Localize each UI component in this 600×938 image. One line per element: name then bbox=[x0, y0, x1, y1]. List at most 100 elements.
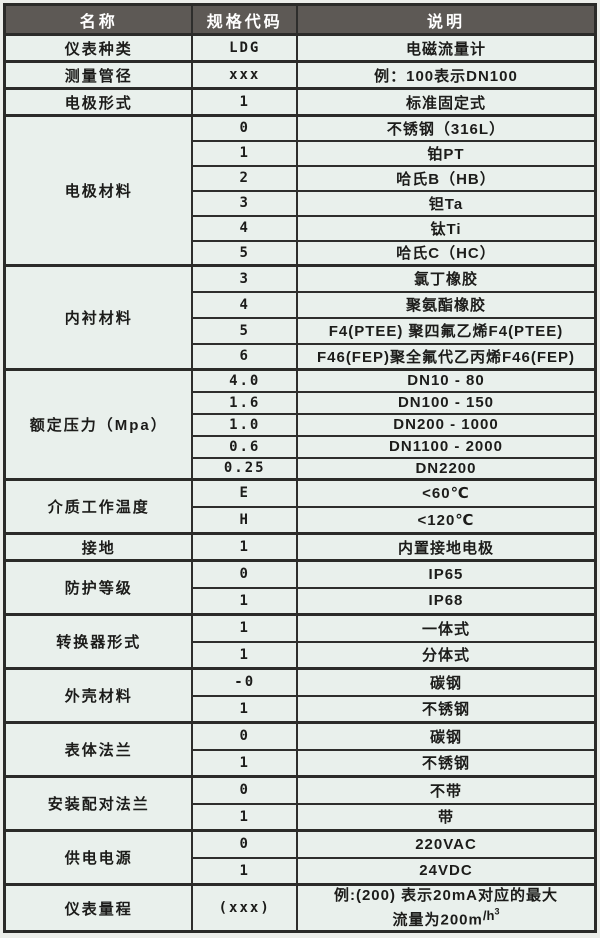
desc-cell: DN100 - 150 bbox=[295, 390, 597, 415]
table-row: 内衬材料 3 氯丁橡胶 bbox=[3, 264, 597, 371]
code-cell: 0 bbox=[191, 775, 298, 805]
header-row: 名称 规格代码 说明 bbox=[3, 3, 597, 36]
code-cell: 1 bbox=[191, 856, 298, 886]
table-row: 测量管径 xxx 例：100表示DN100 bbox=[3, 60, 597, 90]
desc-cell: 铂PT bbox=[295, 139, 597, 167]
table-row: 1.0 DN200 - 1000 bbox=[5, 412, 597, 437]
desc-cell: <60℃ bbox=[295, 478, 597, 508]
table-row: 电极材料 0 不锈钢（316L） bbox=[3, 114, 597, 267]
row-group-name: 介质工作温度 bbox=[3, 478, 194, 535]
desc-cell: 碳钢 bbox=[295, 667, 597, 697]
table-row: 安装配对法兰 0 不带 bbox=[3, 775, 597, 832]
table-row: 0.25 DN2200 bbox=[5, 456, 597, 481]
row-group-name: 接地 bbox=[3, 532, 194, 562]
spec-table: 名称 规格代码 说明 仪表种类 LDG 电磁流量计 测量管径 xxx 例：100… bbox=[3, 3, 597, 934]
table-row: 6 F46(FEP)聚全氟代乙丙烯F46(FEP) bbox=[5, 342, 597, 371]
code-cell: 1 bbox=[191, 87, 298, 117]
code-cell: 3 bbox=[191, 189, 298, 217]
row-group-name: 仪表种类 bbox=[3, 33, 194, 63]
row-group-name: 转换器形式 bbox=[3, 613, 194, 670]
desc-cell: 哈氏B（HB） bbox=[295, 164, 597, 192]
row-group-name: 电极材料 bbox=[3, 114, 194, 267]
code-cell: 1 bbox=[191, 640, 298, 670]
desc-cell: 聚氨酯橡胶 bbox=[295, 290, 597, 319]
code-cell: 1 bbox=[191, 802, 298, 832]
flow-unit: /h3 bbox=[483, 907, 500, 923]
table-row: 4 钛Ti bbox=[5, 214, 597, 242]
table-row: 介质工作温度 E <60℃ bbox=[3, 478, 597, 535]
desc-cell: 一体式 bbox=[295, 613, 597, 643]
desc-cell: 24VDC bbox=[295, 856, 597, 886]
code-cell: 1 bbox=[191, 694, 298, 724]
table-row: 仪表量程 (xxx) 例:(200) 表示20mA对应的最大 流量为200m/h… bbox=[3, 882, 597, 933]
code-cell: 3 bbox=[191, 264, 298, 293]
desc-cell: 标准固定式 bbox=[295, 87, 597, 117]
code-cell: LDG bbox=[191, 33, 298, 63]
range-example-line1: 例:(200) 表示20mA对应的最大 bbox=[333, 887, 558, 904]
code-cell: 5 bbox=[191, 239, 298, 267]
table-row: 0.6 DN1100 - 2000 bbox=[5, 434, 597, 459]
desc-cell: 哈氏C（HC） bbox=[295, 239, 597, 267]
desc-cell: 钽Ta bbox=[295, 189, 597, 217]
table-row: 1 分体式 bbox=[5, 640, 597, 670]
desc-cell: 分体式 bbox=[295, 640, 597, 670]
code-cell: 0 bbox=[191, 721, 298, 751]
table-row: H <120℃ bbox=[5, 505, 597, 535]
table-row: 5 哈氏C（HC） bbox=[5, 239, 597, 267]
row-group-name: 测量管径 bbox=[3, 60, 194, 90]
code-cell: 0 bbox=[191, 829, 298, 859]
table-row: 1 铂PT bbox=[5, 139, 597, 167]
code-cell: 0.6 bbox=[191, 434, 298, 459]
header-code: 规格代码 bbox=[191, 3, 298, 36]
code-cell: H bbox=[191, 505, 298, 535]
table-row: 额定压力（Mpa） 4.0 DN10 - 80 bbox=[3, 368, 597, 481]
table-row: 1 不锈钢 bbox=[5, 694, 597, 724]
table-row: 1 24VDC bbox=[5, 856, 597, 886]
row-group-name: 防护等级 bbox=[3, 559, 194, 616]
table-row: 2 哈氏B（HB） bbox=[5, 164, 597, 192]
row-group-name: 供电电源 bbox=[3, 829, 194, 886]
desc-cell: DN200 - 1000 bbox=[295, 412, 597, 437]
table-row: 供电电源 0 220VAC bbox=[3, 829, 597, 886]
table-row: 接地 1 内置接地电极 bbox=[3, 532, 597, 562]
range-example-line2-text: 流量为200m bbox=[392, 911, 483, 929]
code-cell: 4 bbox=[191, 290, 298, 319]
code-cell: 4 bbox=[191, 214, 298, 242]
desc-cell: DN2200 bbox=[295, 456, 597, 481]
code-cell: xxx bbox=[191, 60, 298, 90]
desc-cell: 220VAC bbox=[295, 829, 597, 859]
code-cell: E bbox=[191, 478, 298, 508]
table-row: 1 不锈钢 bbox=[5, 748, 597, 778]
desc-cell: <120℃ bbox=[295, 505, 597, 535]
table-row: 5 F4(PTEE) 聚四氟乙烯F4(PTEE) bbox=[5, 316, 597, 345]
row-group-name: 安装配对法兰 bbox=[3, 775, 194, 832]
desc-cell: 内置接地电极 bbox=[295, 532, 597, 562]
row-group-name: 电极形式 bbox=[3, 87, 194, 117]
desc-cell: DN1100 - 2000 bbox=[295, 434, 597, 459]
desc-cell: DN10 - 80 bbox=[295, 368, 597, 393]
table-row: 3 钽Ta bbox=[5, 189, 597, 217]
row-group-name: 外壳材料 bbox=[3, 667, 194, 724]
code-cell: 2 bbox=[191, 164, 298, 192]
code-cell: 0 bbox=[191, 114, 298, 142]
desc-cell: 碳钢 bbox=[295, 721, 597, 751]
table-row: 1 IP68 bbox=[5, 586, 597, 616]
table-row: 转换器形式 1 一体式 bbox=[3, 613, 597, 670]
desc-cell: IP65 bbox=[295, 559, 597, 589]
table-row: 表体法兰 0 碳钢 bbox=[3, 721, 597, 778]
code-cell: 4.0 bbox=[191, 368, 298, 393]
table-row: 1 带 bbox=[5, 802, 597, 832]
desc-cell: 不锈钢 bbox=[295, 748, 597, 778]
table-row: 外壳材料 -0 碳钢 bbox=[3, 667, 597, 724]
desc-cell: 氯丁橡胶 bbox=[295, 264, 597, 293]
desc-cell: 电磁流量计 bbox=[295, 33, 597, 63]
code-cell: 6 bbox=[191, 342, 298, 371]
code-cell: 1 bbox=[191, 748, 298, 778]
code-cell: 1 bbox=[191, 139, 298, 167]
row-group-name: 内衬材料 bbox=[3, 264, 194, 371]
header-name: 名称 bbox=[3, 3, 194, 36]
header-desc: 说明 bbox=[295, 3, 597, 36]
desc-cell: F4(PTEE) 聚四氟乙烯F4(PTEE) bbox=[295, 316, 597, 345]
code-cell: 5 bbox=[191, 316, 298, 345]
